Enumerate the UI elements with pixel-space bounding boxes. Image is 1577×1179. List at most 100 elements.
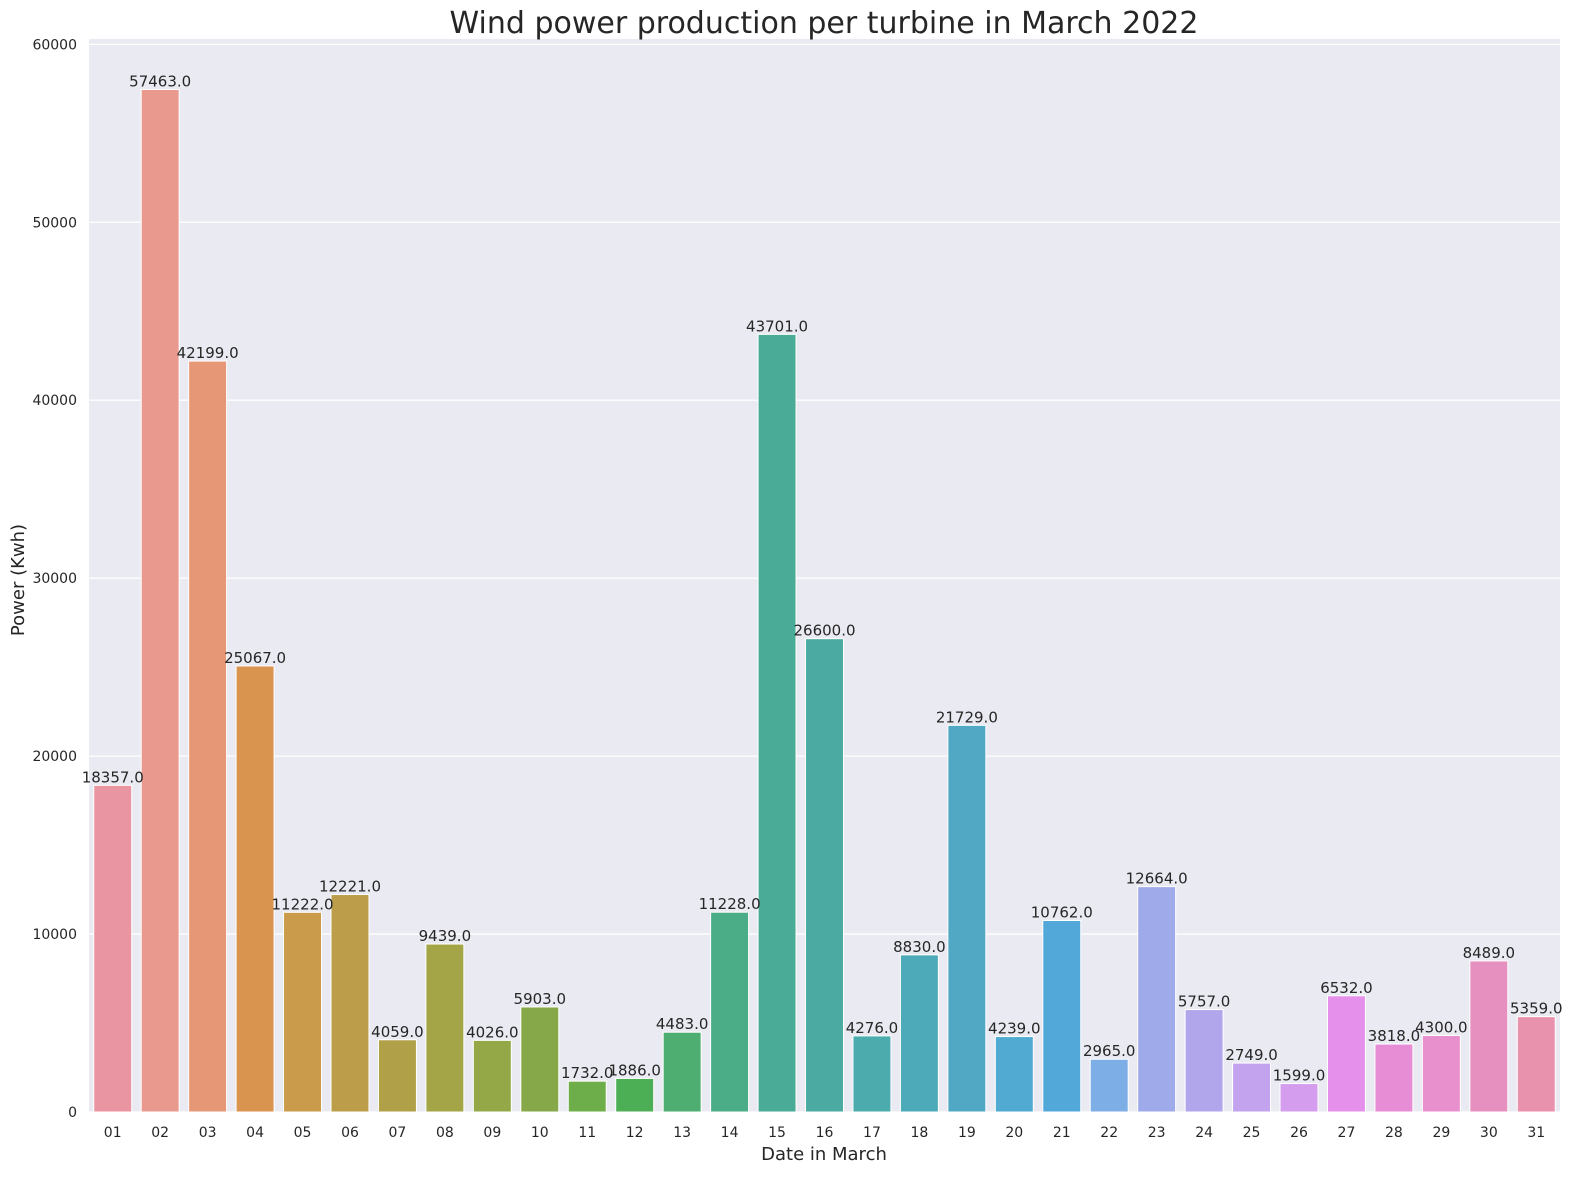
bar — [805, 638, 844, 1113]
bar-value-label: 11228.0 — [699, 895, 761, 913]
x-tick-label: 23 — [1148, 1125, 1166, 1141]
bar-value-label: 12221.0 — [319, 878, 381, 896]
bar — [757, 333, 797, 1113]
x-tick-label: 17 — [863, 1125, 881, 1141]
bar-value-label: 42199.0 — [177, 344, 239, 362]
bars — [93, 88, 1556, 1113]
x-tick-label: 26 — [1290, 1125, 1308, 1141]
bar-value-label: 12664.0 — [1126, 870, 1188, 888]
data-labels: 18357.0 57463.0 42199.0 25067.0 11222.012221… — [82, 72, 1563, 1084]
bar-value-label: 3818.0 — [1368, 1027, 1421, 1045]
y-tick-label: 50000 — [32, 215, 77, 231]
x-tick-label: 30 — [1480, 1125, 1498, 1141]
bar-value-label: 8489.0 — [1463, 944, 1516, 962]
bar-value-label: 4483.0 — [656, 1015, 709, 1033]
bar-value-label: 9439.0 — [419, 927, 472, 945]
bar — [1184, 1009, 1224, 1113]
bar — [1374, 1043, 1414, 1113]
bar — [994, 1036, 1034, 1113]
bar-value-label: 4239.0 — [988, 1020, 1041, 1038]
x-tick-label: 13 — [673, 1125, 691, 1141]
y-tick-label: 30000 — [32, 571, 77, 587]
x-tick-label: 10 — [531, 1125, 549, 1141]
bar-value-label: 4276.0 — [846, 1019, 899, 1037]
bar-value-label: 11222.0 — [272, 895, 334, 913]
bar-value-label: 6532.0 — [1320, 979, 1373, 997]
bar-value-label: 4059.0 — [371, 1023, 424, 1041]
x-tick-label: 08 — [436, 1125, 454, 1141]
bar-value-label: 43701.0 — [746, 317, 808, 335]
bar — [1469, 960, 1509, 1113]
bar — [1326, 995, 1366, 1113]
bar — [520, 1006, 560, 1113]
y-axis-ticks: 0 10000 20000 30000 40000 50000 60000 — [32, 37, 77, 1121]
x-tick-label: 05 — [294, 1125, 312, 1141]
bar — [1421, 1034, 1461, 1113]
bar-value-label: 1732.0 — [561, 1064, 614, 1082]
bar — [1516, 1016, 1556, 1113]
bar — [567, 1080, 607, 1113]
bar — [1089, 1058, 1129, 1113]
x-tick-label: 07 — [389, 1125, 407, 1141]
chart-title: Wind power production per turbine in Mar… — [450, 6, 1199, 41]
bar-value-label: 8830.0 — [893, 938, 946, 956]
x-tick-label: 22 — [1100, 1125, 1118, 1141]
x-tick-label: 20 — [1005, 1125, 1023, 1141]
x-tick-label: 14 — [721, 1125, 739, 1141]
y-tick-label: 40000 — [32, 393, 77, 409]
y-tick-label: 10000 — [32, 927, 77, 943]
bar — [1279, 1083, 1319, 1113]
bar — [425, 943, 465, 1113]
bar-value-label: 5359.0 — [1510, 1000, 1563, 1018]
x-tick-label: 06 — [341, 1125, 359, 1141]
bar-value-label: 25067.0 — [224, 649, 286, 667]
bar-value-label: 4026.0 — [466, 1023, 519, 1041]
x-tick-label: 27 — [1338, 1125, 1356, 1141]
x-tick-label: 31 — [1527, 1125, 1545, 1141]
bar — [1232, 1062, 1272, 1113]
x-tick-label: 15 — [768, 1125, 786, 1141]
bar-value-label: 18357.0 — [82, 768, 144, 786]
x-tick-label: 01 — [104, 1125, 122, 1141]
bar — [615, 1077, 655, 1113]
bar — [140, 88, 180, 1113]
bar — [662, 1031, 702, 1113]
bar — [852, 1035, 892, 1113]
x-tick-label: 02 — [151, 1125, 169, 1141]
bar — [235, 665, 275, 1113]
bar — [1137, 886, 1177, 1113]
y-tick-label: 0 — [68, 1105, 77, 1121]
bar-value-label: 4300.0 — [1415, 1018, 1468, 1036]
bar — [188, 360, 228, 1113]
bar-value-label: 2965.0 — [1083, 1042, 1136, 1060]
bar — [377, 1039, 417, 1113]
y-tick-label: 20000 — [32, 749, 77, 765]
bar — [947, 724, 987, 1113]
x-tick-label: 16 — [816, 1125, 834, 1141]
x-tick-label: 19 — [958, 1125, 976, 1141]
x-tick-label: 18 — [910, 1125, 928, 1141]
bar-value-label: 5903.0 — [514, 990, 567, 1008]
x-axis-ticks: 01 02 03 04 05 06 07 08 09 10 11 12 13 14 15 16 17 18 19 20… — [104, 1125, 1545, 1141]
bar — [472, 1039, 512, 1113]
x-tick-label: 25 — [1243, 1125, 1261, 1141]
bar-value-label: 10762.0 — [1031, 903, 1093, 921]
bar — [899, 954, 939, 1113]
x-tick-label: 04 — [246, 1125, 264, 1141]
x-tick-label: 03 — [199, 1125, 217, 1141]
bar-value-label: 1886.0 — [608, 1061, 661, 1079]
bar-value-label: 1599.0 — [1273, 1067, 1326, 1085]
y-axis-label: Power (Kwh) — [8, 524, 29, 636]
bar-value-label: 57463.0 — [129, 72, 191, 90]
x-tick-label: 28 — [1385, 1125, 1403, 1141]
x-tick-label: 29 — [1432, 1125, 1450, 1141]
bar — [93, 784, 133, 1113]
bar — [283, 911, 323, 1113]
bar-value-label: 21729.0 — [936, 708, 998, 726]
bar-value-label: 26600.0 — [793, 622, 855, 640]
x-axis-label: Date in March — [761, 1144, 887, 1165]
bar — [330, 894, 370, 1113]
bar — [1042, 919, 1082, 1113]
bar — [710, 911, 750, 1113]
